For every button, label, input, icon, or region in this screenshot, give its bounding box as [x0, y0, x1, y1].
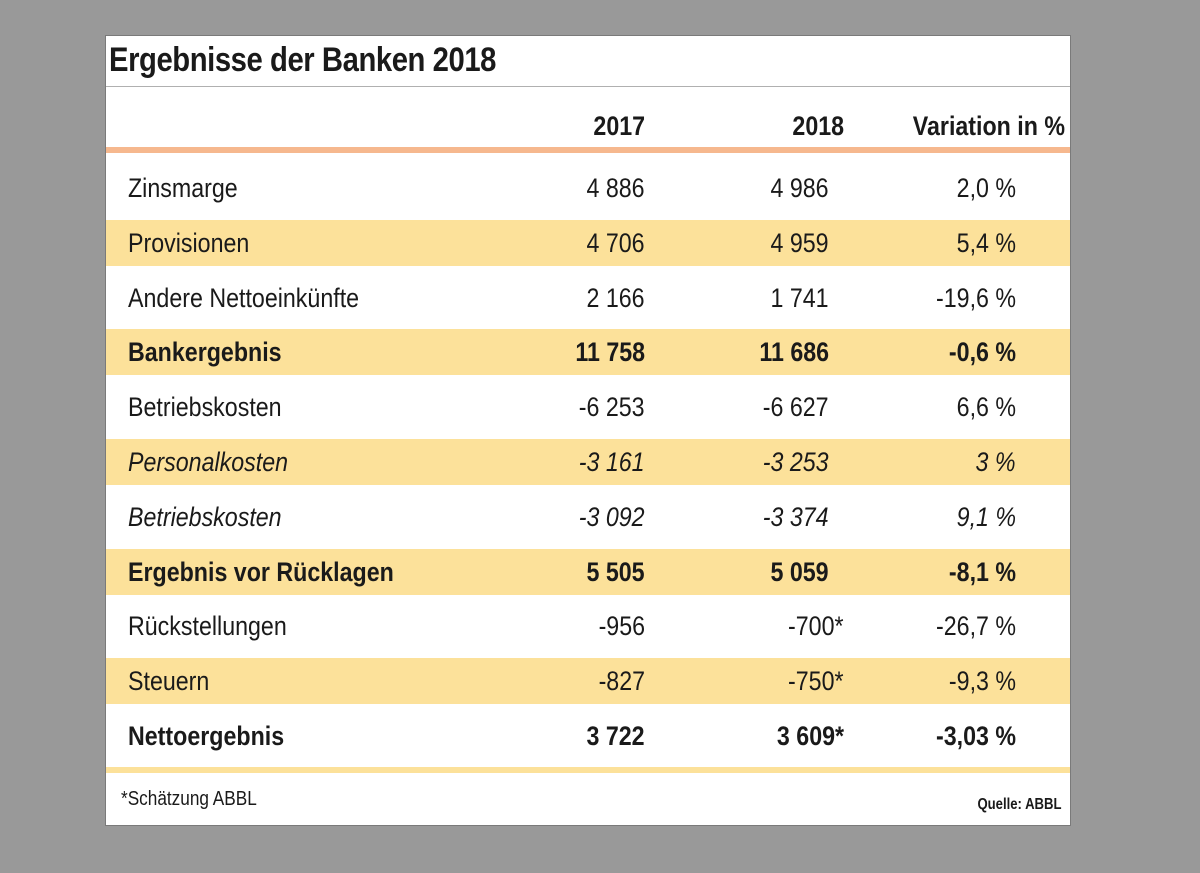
results-table-card: Ergebnisse der Banken 2018 2017 2018 Var… [105, 35, 1071, 826]
value-2018-number: -750 [788, 666, 835, 697]
value-2018-number: 4 959 [770, 227, 829, 258]
value-2018-number: 5 059 [770, 556, 829, 587]
value-variation: -26,7 % [935, 611, 1016, 642]
value-variation: -19,6 % [935, 282, 1016, 313]
value-2018-number: 11 686 [759, 337, 829, 368]
value-variation: 2,0 % [956, 173, 1016, 203]
source-note: Quelle: ABBL [977, 796, 1062, 813]
value-variation: 9,1 % [956, 501, 1016, 532]
row-label: Nettoergebnis [128, 721, 285, 751]
table-row: Personalkosten -3 161 -3 253 3 % [106, 439, 1070, 485]
value-variation: -3,03 % [935, 721, 1016, 751]
header-divider [106, 147, 1070, 153]
value-2018-number: 1 741 [770, 282, 829, 313]
value-2017: -6 253 [579, 392, 645, 423]
value-variation: 3 % [975, 447, 1016, 477]
table-row: Provisionen 4 706 4 959 5,4 % [106, 219, 1070, 266]
estimate-marker: * [834, 666, 844, 697]
value-2018-number: 3 609 [776, 721, 835, 751]
table-row: Nettoergebnis 3 722 3 609* -3,03 % [106, 713, 1070, 759]
column-header-2018: 2018 [792, 111, 844, 141]
row-label: Betriebskosten [128, 501, 282, 532]
value-2018: -3 253 [763, 439, 829, 485]
value-2018-number: -6 627 [763, 392, 829, 423]
value-2017: 3 722 [586, 721, 645, 751]
value-2017: -956 [598, 611, 645, 642]
value-2018: -700* [788, 603, 844, 649]
row-label: Rückstellungen [128, 611, 287, 642]
value-2017: -827 [598, 666, 645, 697]
value-2017: -3 092 [579, 501, 645, 532]
title-divider [106, 86, 1070, 87]
value-variation: -8,1 % [948, 556, 1016, 587]
footer-divider [106, 767, 1070, 773]
footnote: *Schätzung ABBL [121, 788, 257, 810]
value-variation: 5,4 % [956, 227, 1016, 258]
row-label: Steuern [128, 666, 210, 697]
column-header-2017: 2017 [593, 111, 645, 141]
value-variation: 6,6 % [956, 392, 1016, 423]
row-label: Provisionen [128, 227, 250, 258]
table-row: Zinsmarge 4 886 4 986 2,0 % [106, 165, 1070, 211]
row-label: Personalkosten [128, 447, 289, 477]
value-2018: 5 059 [771, 549, 829, 595]
value-2018: 4 986 [771, 165, 829, 211]
value-2018-number: -3 253 [763, 447, 829, 477]
value-2018: -3 374 [763, 494, 829, 540]
value-2018-number: 4 986 [770, 173, 829, 203]
value-2018-number: -700 [788, 611, 835, 642]
value-2018: 4 959 [771, 220, 829, 266]
estimate-marker: * [834, 611, 844, 642]
value-variation: -0,6 % [948, 337, 1016, 368]
value-2017: 4 706 [586, 227, 645, 258]
estimate-marker: * [834, 721, 844, 751]
value-2018: 1 741 [771, 275, 829, 321]
value-variation: -9,3 % [948, 666, 1016, 697]
column-header-variation: Variation in % [912, 111, 1065, 141]
value-2018: -6 627 [763, 384, 829, 430]
table-row: Andere Nettoeinkünfte 2 166 1 741 -19,6 % [106, 275, 1070, 321]
value-2017: 5 505 [586, 556, 645, 587]
table-title: Ergebnisse der Banken 2018 [109, 41, 497, 79]
value-2017: -3 161 [579, 447, 645, 477]
table-row: Betriebskosten -3 092 -3 374 9,1 % [106, 494, 1070, 540]
value-2018: -750* [788, 658, 844, 704]
value-2017: 11 758 [575, 337, 645, 368]
row-label: Bankergebnis [128, 337, 282, 368]
table-row: Steuern -827 -750* -9,3 % [106, 658, 1070, 705]
value-2018: 3 609* [777, 713, 844, 759]
value-2017: 2 166 [586, 282, 645, 313]
value-2018-number: -3 374 [763, 501, 829, 532]
table-row: Rückstellungen -956 -700* -26,7 % [106, 603, 1070, 649]
row-label: Andere Nettoeinkünfte [128, 282, 360, 313]
value-2018: 11 686 [759, 329, 829, 375]
value-2017: 4 886 [586, 173, 645, 203]
row-label: Betriebskosten [128, 392, 282, 423]
table-row: Ergebnis vor Rücklagen 5 505 5 059 -8,1 % [106, 548, 1070, 595]
row-label: Zinsmarge [128, 173, 238, 203]
row-label: Ergebnis vor Rücklagen [128, 556, 394, 587]
table-row: Bankergebnis 11 758 11 686 -0,6 % [106, 329, 1070, 376]
table-row: Betriebskosten -6 253 -6 627 6,6 % [106, 384, 1070, 430]
